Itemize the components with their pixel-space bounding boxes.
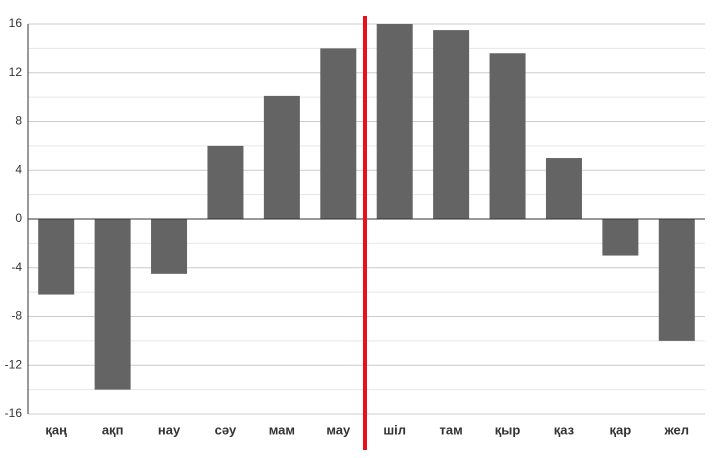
- x-tick-label: шіл: [383, 422, 406, 437]
- bar: [94, 219, 131, 390]
- y-tick-label: 12: [9, 65, 23, 79]
- bar: [545, 158, 582, 219]
- bar: [433, 30, 470, 219]
- y-tick-label: -4: [11, 260, 22, 274]
- bar: [320, 48, 357, 219]
- x-tick-label: там: [440, 422, 463, 437]
- x-tick-label: қаз: [554, 422, 575, 437]
- bar: [489, 53, 526, 219]
- x-tick-label: нау: [158, 422, 181, 437]
- bar: [263, 95, 300, 219]
- x-tick-label: мам: [269, 422, 295, 437]
- y-tick-label: -12: [5, 357, 23, 371]
- bar: [151, 219, 188, 274]
- bar: [376, 24, 413, 219]
- bar: [602, 219, 639, 256]
- x-tick-label: ақп: [102, 422, 124, 437]
- x-tick-label: қар: [610, 422, 632, 437]
- y-tick-label: 8: [15, 114, 22, 128]
- bar: [38, 219, 75, 295]
- y-tick-label: 16: [9, 16, 23, 30]
- y-tick-label: 4: [15, 162, 22, 176]
- y-tick-label: -16: [5, 406, 23, 420]
- x-tick-label: қаң: [45, 422, 67, 437]
- x-tick-label: қыр: [495, 422, 521, 437]
- y-tick-label: 0: [15, 211, 22, 225]
- x-tick-label: мау: [326, 422, 351, 437]
- x-tick-label: жел: [664, 422, 690, 437]
- bar: [207, 145, 244, 219]
- bar: [658, 219, 695, 341]
- y-tick-label: -8: [11, 309, 22, 323]
- x-tick-label: сәу: [215, 422, 237, 437]
